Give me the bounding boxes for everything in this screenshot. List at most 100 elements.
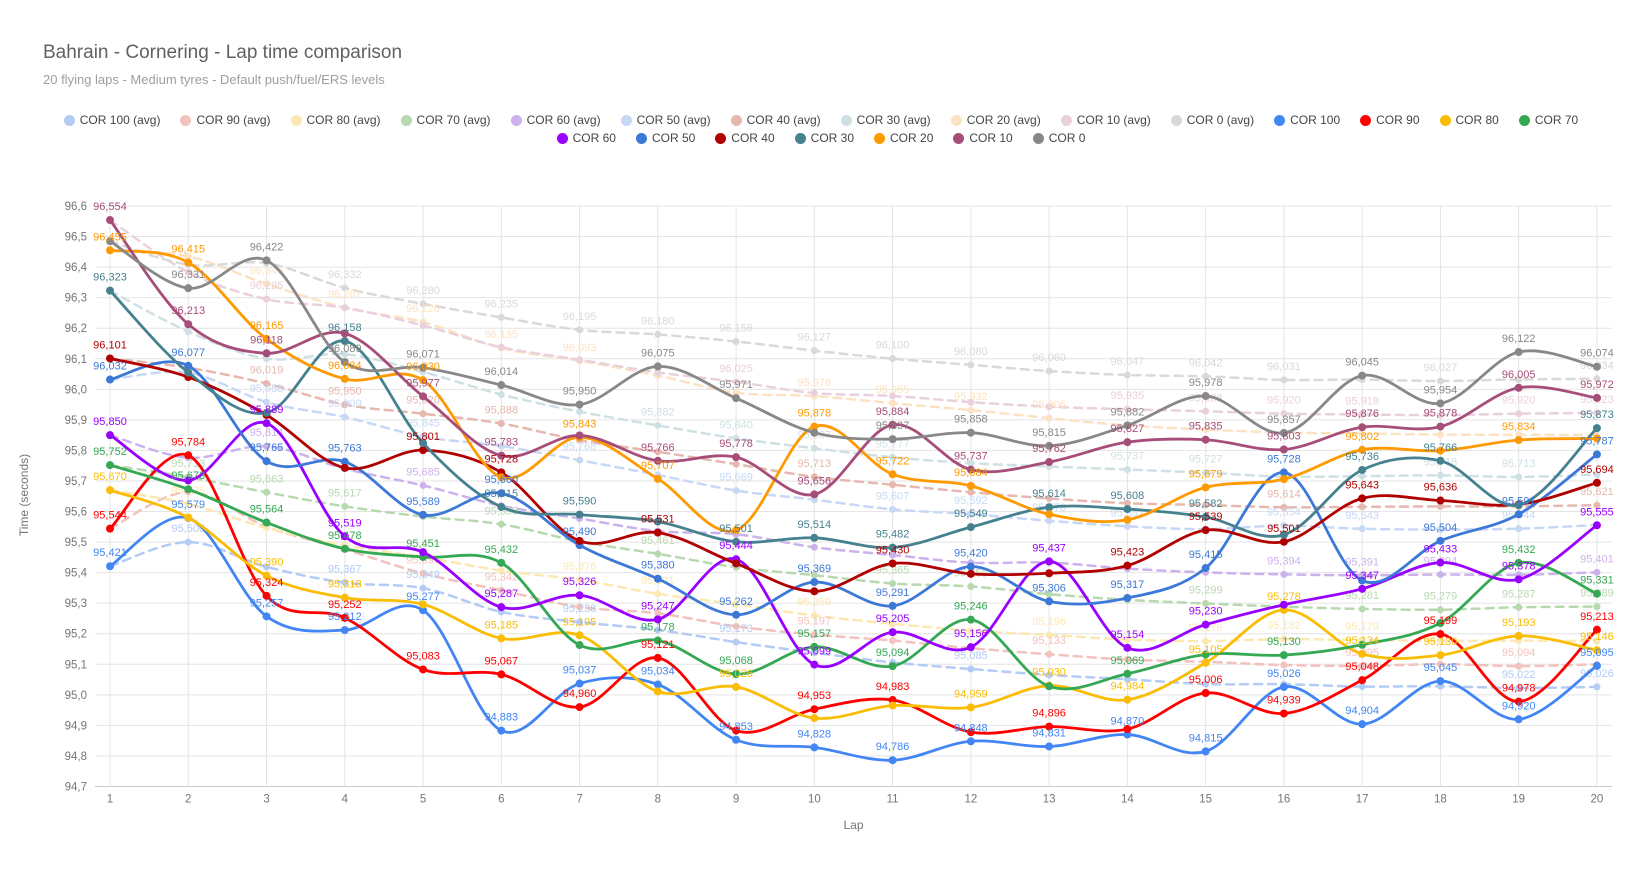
legend-label: COR 90 — [1376, 113, 1420, 127]
legend-label: COR 50 (avg) — [636, 113, 711, 127]
data-point — [1514, 348, 1523, 357]
data-point — [889, 505, 897, 513]
y-tick-label: 95,9 — [65, 415, 87, 427]
data-point — [888, 628, 897, 637]
data-label: 95,432 — [1502, 544, 1536, 556]
legend-item-cor-20-avg[interactable]: COR 20 (avg) — [950, 113, 1041, 127]
data-point — [262, 518, 271, 527]
data-point — [888, 543, 897, 552]
legend-dot-cor-0 — [1032, 132, 1044, 144]
data-label: 95,154 — [1111, 629, 1145, 641]
data-label: 95,608 — [1111, 490, 1145, 502]
data-point — [262, 419, 271, 428]
legend-item-cor-100-avg[interactable]: COR 100 (avg) — [63, 113, 160, 127]
data-label: 96,019 — [250, 365, 284, 377]
data-point — [1045, 569, 1054, 578]
data-label: 95,544 — [93, 510, 127, 522]
data-point — [1123, 405, 1131, 413]
data-point — [1123, 593, 1132, 602]
series-cor-30 — [106, 286, 1601, 552]
legend-item-cor-20[interactable]: COR 20 — [874, 131, 933, 145]
data-label: 95,555 — [1580, 506, 1614, 518]
data-point — [732, 487, 740, 495]
legend-item-cor-50[interactable]: COR 50 — [635, 131, 695, 145]
data-label: 95,656 — [798, 475, 832, 487]
data-point — [1593, 683, 1601, 691]
data-point — [340, 329, 349, 338]
data-point — [653, 456, 662, 465]
legend-label: COR 90 (avg) — [196, 113, 271, 127]
data-label: 96,032 — [93, 361, 127, 373]
data-point — [575, 679, 584, 688]
data-label: 95,843 — [563, 418, 597, 430]
data-point — [575, 591, 584, 600]
legend-item-cor-10[interactable]: COR 10 — [953, 131, 1013, 145]
data-point — [1514, 436, 1523, 445]
legend-item-cor-80[interactable]: COR 80 — [1439, 113, 1499, 127]
data-point — [653, 528, 662, 537]
y-tick-label: 94,7 — [65, 782, 87, 794]
legend-item-cor-90-avg[interactable]: COR 90 (avg) — [180, 113, 271, 127]
data-point — [810, 473, 818, 481]
y-tick-label: 96,2 — [65, 323, 87, 335]
labels-cor-20: 96,455 96,415 96,165 96,034 96,030 95,843 95,7… — [93, 231, 1535, 480]
data-point — [654, 448, 662, 456]
data-label: 95,579 — [171, 499, 205, 511]
data-point — [810, 422, 819, 431]
data-point — [262, 334, 271, 343]
data-label: 95,882 — [1111, 406, 1145, 418]
legend-item-cor-30[interactable]: COR 30 — [794, 131, 854, 145]
data-point — [654, 590, 662, 598]
data-point — [497, 634, 506, 643]
legend-item-cor-80-avg[interactable]: COR 80 (avg) — [290, 113, 381, 127]
data-label: 95,504 — [1424, 522, 1458, 534]
data-point — [1123, 730, 1132, 739]
data-label: 95,763 — [328, 443, 362, 455]
data-label: 95,882 — [641, 406, 675, 418]
data-point — [497, 381, 506, 390]
data-label: 95,845 — [406, 418, 440, 430]
data-point — [1123, 421, 1132, 430]
legend-item-cor-90[interactable]: COR 90 — [1360, 113, 1420, 127]
data-label: 94,853 — [719, 721, 753, 733]
legend-item-cor-50-avg[interactable]: COR 50 (avg) — [620, 113, 711, 127]
data-label: 96,323 — [93, 272, 127, 284]
data-point — [810, 587, 819, 596]
legend-item-cor-70-avg[interactable]: COR 70 (avg) — [400, 113, 491, 127]
data-point — [106, 524, 114, 533]
legend-row-1: COR 100 (avg) COR 90 (avg) COR 80 (avg) COR… — [0, 113, 1642, 127]
data-point — [653, 474, 662, 483]
legend-item-cor-0-avg[interactable]: COR 0 (avg) — [1170, 113, 1254, 127]
data-point — [1279, 445, 1288, 454]
data-label: 95,840 — [719, 419, 753, 431]
legend-item-cor-40-avg[interactable]: COR 40 (avg) — [730, 113, 821, 127]
legend-item-cor-30-avg[interactable]: COR 30 (avg) — [840, 113, 931, 127]
data-point — [1045, 517, 1053, 525]
data-label: 95,660 — [484, 474, 518, 486]
data-label: 95,636 — [1424, 482, 1458, 494]
data-point — [1201, 689, 1210, 698]
legend-item-cor-40[interactable]: COR 40 — [715, 131, 775, 145]
legend-item-cor-70[interactable]: COR 70 — [1518, 113, 1578, 127]
x-tick-label: 7 — [576, 794, 582, 806]
data-label: 95,857 — [1267, 414, 1301, 426]
data-label: 95,752 — [93, 446, 127, 458]
data-point — [1045, 597, 1054, 606]
data-point — [1436, 536, 1445, 545]
legend-item-cor-0[interactable]: COR 0 — [1032, 131, 1085, 145]
data-label: 96,165 — [250, 320, 284, 332]
series-cor-70 — [106, 461, 1601, 691]
data-label: 95,034 — [641, 665, 675, 677]
data-label: 95,094 — [1502, 647, 1536, 659]
legend-item-cor-60-avg[interactable]: COR 60 (avg) — [510, 113, 601, 127]
x-tick-label: 14 — [1121, 794, 1134, 806]
data-point — [732, 622, 740, 630]
legend-item-cor-10-avg[interactable]: COR 10 (avg) — [1060, 113, 1151, 127]
data-point — [263, 398, 271, 406]
legend-item-cor-60[interactable]: COR 60 — [556, 131, 616, 145]
y-tick-label: 95,0 — [65, 690, 87, 702]
data-point — [419, 433, 427, 441]
data-label: 95,873 — [1580, 409, 1614, 421]
legend-item-cor-100[interactable]: COR 100 — [1274, 113, 1340, 127]
